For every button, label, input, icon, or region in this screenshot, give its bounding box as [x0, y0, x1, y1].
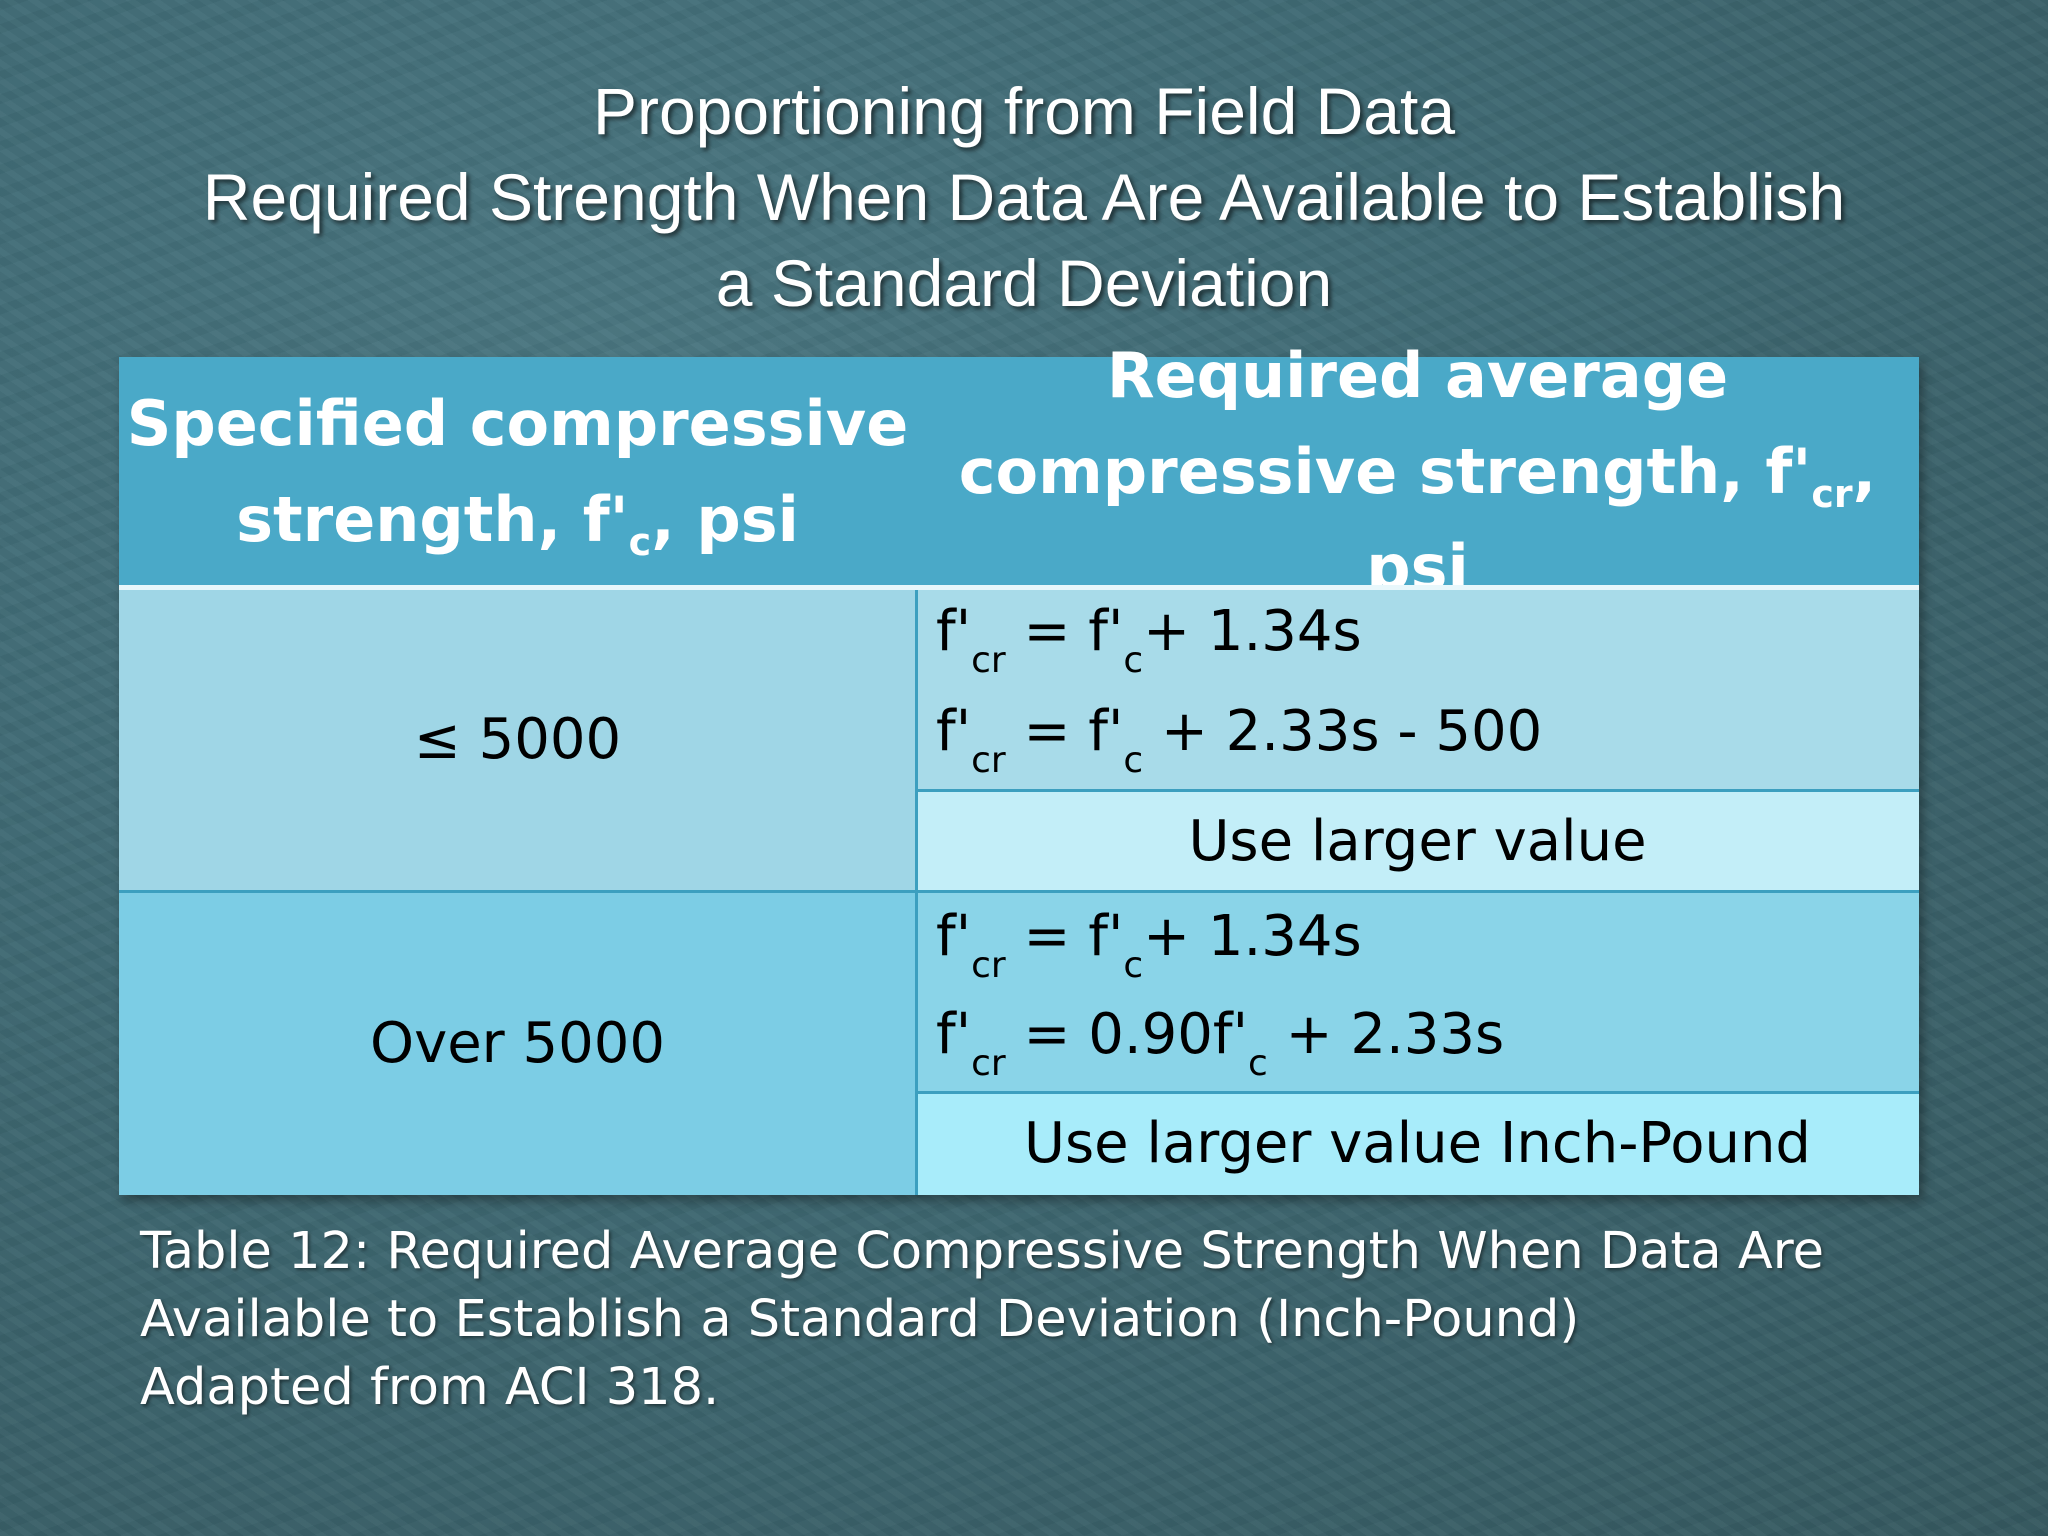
caption-line-1: Table 12: Required Average Compressive S…	[140, 1222, 1824, 1281]
header-col2-line1: Required average	[1106, 339, 1729, 412]
row1-note: Use larger value	[1188, 808, 1647, 874]
row2-note-divider	[916, 1091, 1919, 1094]
row2-formula-1: f'cr = f'c+ 1.34s	[936, 904, 1362, 986]
row1-formula-1: f'cr = f'c+ 1.34s	[936, 599, 1362, 681]
slide-title: Proportioning from Field Data Required S…	[0, 68, 2048, 326]
header-divider	[119, 585, 1919, 590]
row2-note: Use larger value Inch-Pound	[1024, 1111, 1811, 1176]
title-line-1: Proportioning from Field Data	[592, 74, 1456, 148]
caption-line-3: Adapted from ACI 318.	[140, 1358, 720, 1417]
row1-formula-2: f'cr = f'c + 2.33s - 500	[936, 699, 1543, 781]
row2-note-cell: Use larger value Inch-Pound	[916, 1092, 1919, 1195]
table-caption: Table 12: Required Average Compressive S…	[140, 1218, 1824, 1422]
title-line-3: a Standard Deviation	[715, 246, 1333, 320]
title-line-2: Required Strength When Data Are Availabl…	[202, 160, 1846, 234]
row2-specified-cell: Over 5000	[119, 892, 916, 1195]
row1-specified-value: ≤ 5000	[413, 707, 622, 772]
row2-formula-2: f'cr = 0.90f'c + 2.33s	[936, 1002, 1505, 1084]
strength-table: Specified compressive strength, f'c, psi…	[119, 339, 1919, 1195]
row2-formula-cell: f'cr = f'c+ 1.34s f'cr = 0.90f'c + 2.33s	[916, 892, 1919, 1092]
row1-specified-cell: ≤ 5000	[119, 587, 916, 892]
row1-formula-cell: f'cr = f'c+ 1.34s f'cr = f'c + 2.33s - 5…	[916, 587, 1919, 790]
row-divider	[119, 890, 1919, 893]
header-col1-line2: strength, f'c, psi	[236, 483, 799, 564]
row1-note-cell: Use larger value	[916, 790, 1919, 892]
header-specified-strength: Specified compressive strength, f'c, psi	[119, 357, 916, 587]
caption-line-2: Available to Establish a Standard Deviat…	[140, 1290, 1580, 1349]
header-required-strength: Required average compressive strength, f…	[916, 339, 1919, 604]
row2-specified-value: Over 5000	[369, 1011, 665, 1076]
row1-note-divider	[916, 789, 1919, 792]
header-col1-line1: Specified compressive	[126, 387, 909, 460]
